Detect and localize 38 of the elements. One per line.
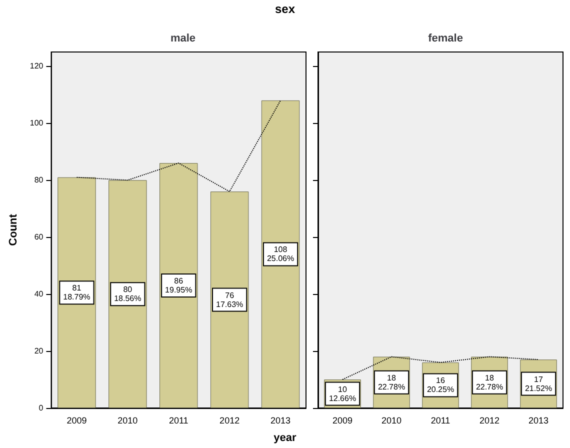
bar [210,192,249,408]
y-tick-label: 0 [38,404,44,412]
y-axis-title: Count [8,214,20,246]
y-tick-label: 40 [34,290,44,299]
data-label: 86 19.95% [165,276,192,295]
data-label: 81 18.79% [63,284,90,302]
y-tick-label: 60 [34,232,44,242]
data-label: 108 25.06% [266,245,294,264]
chart-subtitle: female [428,32,463,44]
data-label: 80 18.56% [114,285,142,304]
x-tick-label: 2013 [270,416,291,426]
data-label: 17 21.52% [524,374,552,393]
y-tick-label: 80 [34,176,44,185]
data-label: 16 20.25% [426,376,454,394]
y-tick-label: 120 [30,62,44,71]
bar [160,163,198,408]
x-tick-label: 2012 [220,416,240,426]
chart-subtitle: male [170,32,196,44]
x-tick-label: 2011 [168,416,188,426]
bar [58,177,96,408]
data-label: 76 17.63% [216,290,244,309]
x-tick-label: 2009 [66,416,87,426]
x-axis-title: year [272,432,298,444]
x-tick-label: 2009 [332,416,353,426]
data-label: 18 22.78% [378,373,406,392]
bar [108,180,147,408]
data-label: 10 12.66% [328,384,356,403]
line-series [76,100,282,192]
x-tick-label: 2010 [118,416,138,426]
y-tick-label: 100 [30,118,44,128]
x-tick-label: 2013 [528,416,549,426]
x-tick-label: 2010 [381,416,402,426]
x-tick-label: 2011 [430,416,450,426]
data-label: 18 22.78% [476,373,504,392]
bar [261,100,300,408]
chart-title: sex [274,2,296,16]
x-tick-label: 2012 [479,416,500,426]
y-tick-label: 20 [34,346,44,356]
